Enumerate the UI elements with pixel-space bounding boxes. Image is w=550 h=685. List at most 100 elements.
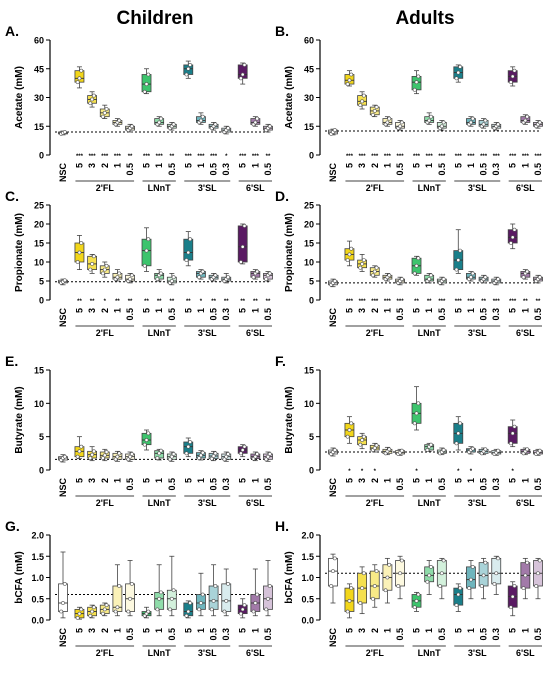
x-tick-label: 0.5: [263, 478, 273, 491]
significance-mark: *: [200, 299, 203, 305]
data-point: [362, 571, 366, 576]
x-tick-label: 2: [100, 478, 110, 483]
y-tick-label: 1.0: [31, 573, 44, 583]
x-tick-label: 5: [183, 163, 193, 168]
x-tick-label: NSC: [328, 628, 338, 648]
y-tick-label: 1.0: [301, 573, 314, 583]
x-tick-label: 1: [424, 628, 434, 633]
group-label: LNnT: [148, 183, 171, 193]
significance-mark: ***: [493, 299, 501, 305]
data-point: [171, 275, 176, 280]
data-point: [371, 273, 375, 278]
data-point: [251, 609, 256, 614]
data-point: [412, 421, 417, 426]
group-label: 2'FL: [96, 183, 115, 193]
x-tick-label: 3: [87, 163, 97, 168]
x-tick-label: 2: [100, 628, 110, 633]
x-tick-label: 0.5: [437, 163, 447, 176]
data-point: [200, 450, 205, 455]
data-point: [213, 584, 218, 588]
y-axis-label: Acetate (mM): [284, 66, 295, 129]
data-point: [117, 451, 122, 456]
y-tick-label: 30: [304, 93, 314, 103]
data-point: [92, 254, 96, 259]
data-point: [496, 556, 500, 561]
box: [221, 583, 232, 612]
box: [237, 225, 248, 263]
data-point: [523, 573, 528, 578]
significance-mark: ***: [143, 154, 151, 160]
data-point: [525, 447, 530, 452]
significance-mark: ***: [509, 299, 517, 305]
data-point: [374, 105, 379, 109]
data-point: [264, 277, 269, 282]
data-point: [155, 456, 160, 460]
data-point: [508, 605, 513, 610]
x-tick-label: 2: [100, 308, 110, 313]
data-point: [102, 453, 107, 458]
significance-mark: ***: [493, 154, 501, 160]
x-tick-label: 5: [344, 308, 354, 313]
x-tick-label: 5: [142, 308, 152, 313]
data-point: [75, 260, 80, 264]
x-tick-label: 1: [520, 478, 530, 483]
data-point: [537, 448, 542, 453]
data-point: [159, 448, 163, 453]
x-tick-label: 0.5: [209, 163, 219, 176]
significance-mark: **: [266, 299, 271, 305]
y-tick-label: 20: [304, 220, 314, 230]
significance-mark: *: [374, 469, 377, 475]
y-tick-label: 0: [39, 296, 44, 306]
data-point: [144, 438, 149, 442]
x-tick-label: 5: [508, 628, 518, 633]
data-point: [101, 456, 105, 460]
data-point: [358, 442, 363, 447]
x-tick-label: 2: [370, 308, 380, 313]
data-point: [184, 72, 189, 77]
data-point: [512, 68, 517, 73]
x-tick-label: 1: [382, 478, 392, 483]
data-point: [372, 269, 377, 274]
data-point: [104, 263, 109, 268]
y-tick-label: 0: [39, 151, 44, 161]
x-tick-label: 5: [183, 308, 193, 313]
x-tick-label: 0.5: [125, 163, 135, 176]
x-tick-label: 5: [183, 628, 193, 633]
data-point: [414, 411, 419, 416]
significance-mark: ***: [371, 299, 379, 305]
data-point: [88, 101, 93, 106]
data-point: [128, 277, 132, 282]
data-point: [469, 275, 473, 280]
box: [183, 238, 194, 261]
data-point: [494, 571, 499, 576]
significance-mark: *: [361, 469, 364, 475]
data-point: [142, 89, 147, 94]
data-point: [266, 454, 270, 459]
data-point: [412, 271, 417, 276]
significance-mark: **: [157, 299, 162, 305]
significance-mark: ***: [114, 154, 122, 160]
data-point: [383, 588, 388, 593]
data-point: [101, 611, 105, 616]
data-point: [481, 573, 486, 578]
data-point: [525, 560, 530, 565]
group-label: 2'FL: [96, 328, 115, 338]
data-point: [372, 109, 377, 113]
x-tick-label: NSC: [328, 308, 338, 328]
y-tick-label: 45: [304, 64, 314, 74]
data-point: [349, 586, 354, 591]
x-tick-label: 0.5: [209, 478, 219, 491]
y-tick-label: 45: [34, 64, 44, 74]
x-tick-label: 1: [382, 308, 392, 313]
data-point: [429, 564, 433, 569]
data-point: [62, 130, 67, 134]
y-tick-label: 25: [34, 201, 44, 211]
x-tick-label: 5: [453, 308, 463, 313]
x-tick-label: 5: [238, 163, 248, 168]
y-tick-label: 5: [309, 432, 314, 442]
significance-mark: *: [415, 469, 418, 475]
data-point: [412, 87, 417, 92]
panel-letter: C.: [5, 188, 19, 204]
x-tick-label: 0.3: [221, 478, 231, 491]
